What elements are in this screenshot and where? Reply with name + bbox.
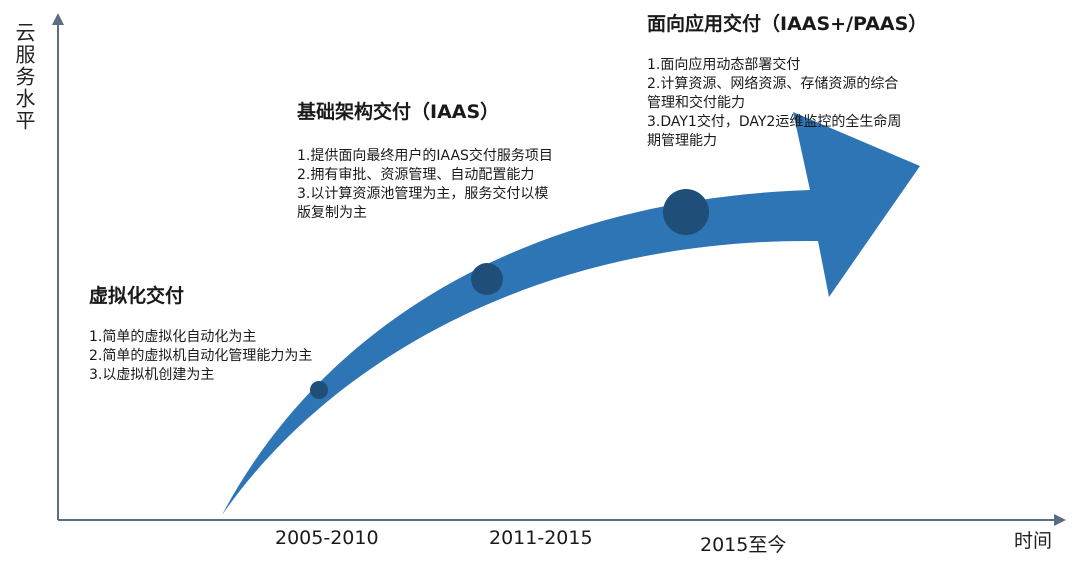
stage-3-item: 期管理能力 — [647, 133, 717, 149]
x-axis-label: 时间 — [1014, 530, 1053, 552]
growth-arrow — [222, 112, 920, 515]
stage-3-item: 3.DAY1交付，DAY2运维监控的全生命周 — [647, 114, 902, 130]
stage-1-item: 3.以虚拟机创建为主 — [89, 367, 215, 383]
stage-1-item: 2.简单的虚拟机自动化管理能力为主 — [89, 348, 313, 364]
stage-1-items: 1.简单的虚拟化自动化为主 2.简单的虚拟机自动化管理能力为主 3.以虚拟机创建… — [89, 328, 312, 385]
y-axis-arrowhead — [52, 13, 64, 25]
stage-3-title: 面向应用交付（IAAS+/PAAS） — [647, 13, 928, 35]
milestone-dot-2 — [471, 263, 503, 295]
period-label-1: 2005-2010 — [275, 527, 379, 549]
stage-2-items: 1.提供面向最终用户的IAAS交付服务项目 2.拥有审批、资源管理、自动配置能力… — [297, 147, 553, 223]
period-label-2: 2011-2015 — [489, 527, 593, 549]
milestone-dot-1 — [310, 381, 328, 399]
stage-3-items: 1.面向应用动态部署交付 2.计算资源、网络资源、存储资源的综合 管理和交付能力… — [647, 56, 901, 151]
stage-2-item: 1.提供面向最终用户的IAAS交付服务项目 — [297, 148, 553, 164]
stage-3-item: 2.计算资源、网络资源、存储资源的综合 — [647, 76, 899, 92]
y-axis-label: 云服务水平 — [12, 22, 36, 132]
x-axis-arrowhead — [1054, 514, 1066, 526]
period-label-3: 2015至今 — [700, 534, 787, 556]
stage-1-item: 1.简单的虚拟化自动化为主 — [89, 329, 257, 345]
milestone-dot-3 — [663, 189, 709, 235]
stage-2-title: 基础架构交付（IAAS） — [297, 101, 500, 123]
stage-3-item: 管理和交付能力 — [647, 95, 745, 111]
stage-1-title: 虚拟化交付 — [89, 285, 185, 307]
stage-3-item: 1.面向应用动态部署交付 — [647, 57, 801, 73]
stage-2-item: 2.拥有审批、资源管理、自动配置能力 — [297, 167, 535, 183]
stage-2-item: 版复制为主 — [297, 205, 367, 221]
stage-2-item: 3.以计算资源池管理为主，服务交付以模 — [297, 186, 549, 202]
